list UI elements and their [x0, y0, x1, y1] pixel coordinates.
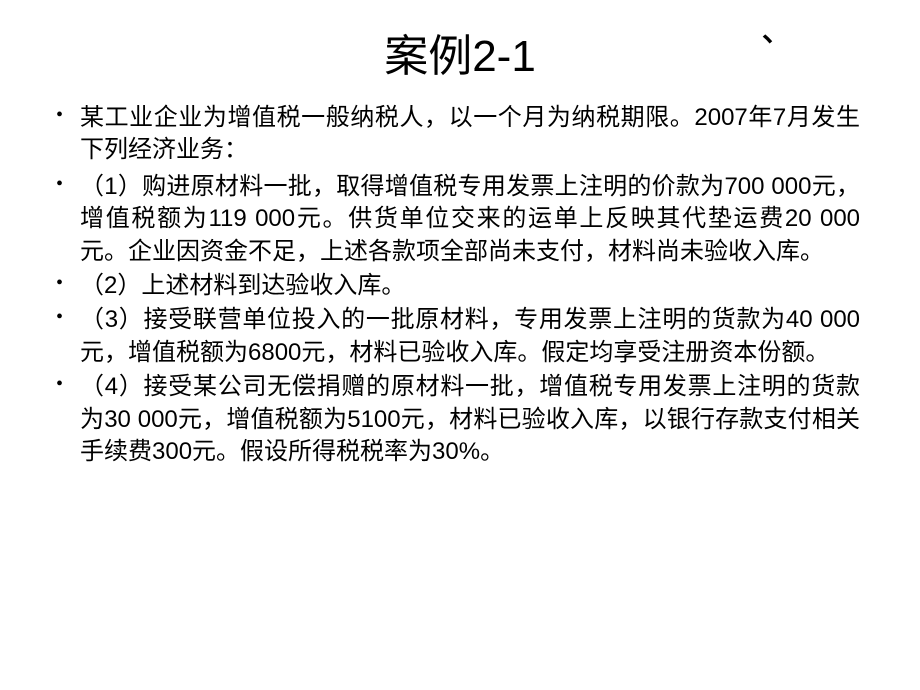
bullet-item: （2）上述材料到达验收入库。	[80, 270, 860, 302]
bullet-item: 某工业企业为增值税一般纳税人，以一个月为纳税期限。2007年7月发生下列经济业务…	[80, 102, 860, 167]
title-prefix: 案例	[384, 32, 472, 81]
text-segment: 。	[480, 439, 504, 465]
text-segment: 2	[104, 272, 117, 299]
text-segment: 20 000	[785, 205, 860, 232]
text-segment: 30 000	[104, 406, 178, 433]
text-segment: ）购进原材料一批，取得增值税专用发票上注明的价款为	[118, 174, 725, 200]
slide-title: 案例2-1	[40, 20, 880, 84]
text-segment: 1	[104, 173, 117, 200]
text-segment: 元，增值税额为	[178, 407, 347, 433]
bullet-list: 某工业企业为增值税一般纳税人，以一个月为纳税期限。2007年7月发生下列经济业务…	[40, 102, 880, 468]
text-segment: （	[80, 174, 104, 200]
text-segment: ）上述材料到达验收入库。	[117, 273, 405, 299]
text-segment: 年	[748, 105, 773, 131]
text-segment: 某工业企业为增值税一般纳税人，以一个月为纳税期限。	[80, 105, 694, 131]
text-segment: 4	[105, 373, 118, 400]
text-segment: 300	[152, 438, 192, 465]
text-segment: 2007	[694, 104, 747, 131]
text-segment: 元。供货单位交来的运单上反映其代垫运费	[295, 206, 785, 232]
text-segment: （	[80, 307, 105, 333]
bullet-item: （1）购进原材料一批，取得增值税专用发票上注明的价款为700 000元，增值税额…	[80, 171, 860, 268]
text-segment: 6800	[248, 339, 301, 366]
text-segment: 3	[105, 306, 118, 333]
text-segment: 元。企业因资金不足，上述各款项全部尚未支付，材料尚未验收入库。	[80, 239, 824, 265]
text-segment: 40 000	[786, 306, 860, 333]
bullet-item: （3）接受联营单位投入的一批原材料，专用发票上注明的货款为40 000 元，增值税…	[80, 304, 860, 369]
title-number: 2-1	[472, 32, 536, 81]
text-segment: 7	[773, 104, 786, 131]
text-segment: 30%	[432, 438, 480, 465]
text-segment: 700 000	[724, 173, 811, 200]
slide: 、 案例2-1 某工业企业为增值税一般纳税人，以一个月为纳税期限。2007年7月…	[0, 0, 920, 690]
text-segment: （	[80, 273, 104, 299]
text-segment: 元，增值税额为	[80, 340, 248, 366]
text-segment: 119 000	[208, 205, 295, 232]
text-segment: 5100	[347, 406, 400, 433]
text-segment: 元。假设所得税税率为	[192, 439, 432, 465]
decor-mark: 、	[762, 10, 790, 50]
text-segment: （	[80, 374, 105, 400]
text-segment: ）接受联营单位投入的一批原材料，专用发票上注明的货款为	[118, 307, 786, 333]
bullet-item: （4）接受某公司无偿捐赠的原材料一批，增值税专用发票上注明的货款为30 000元…	[80, 371, 860, 468]
text-segment: 元，材料已验收入库。假定均享受注册资本份额。	[301, 340, 829, 366]
